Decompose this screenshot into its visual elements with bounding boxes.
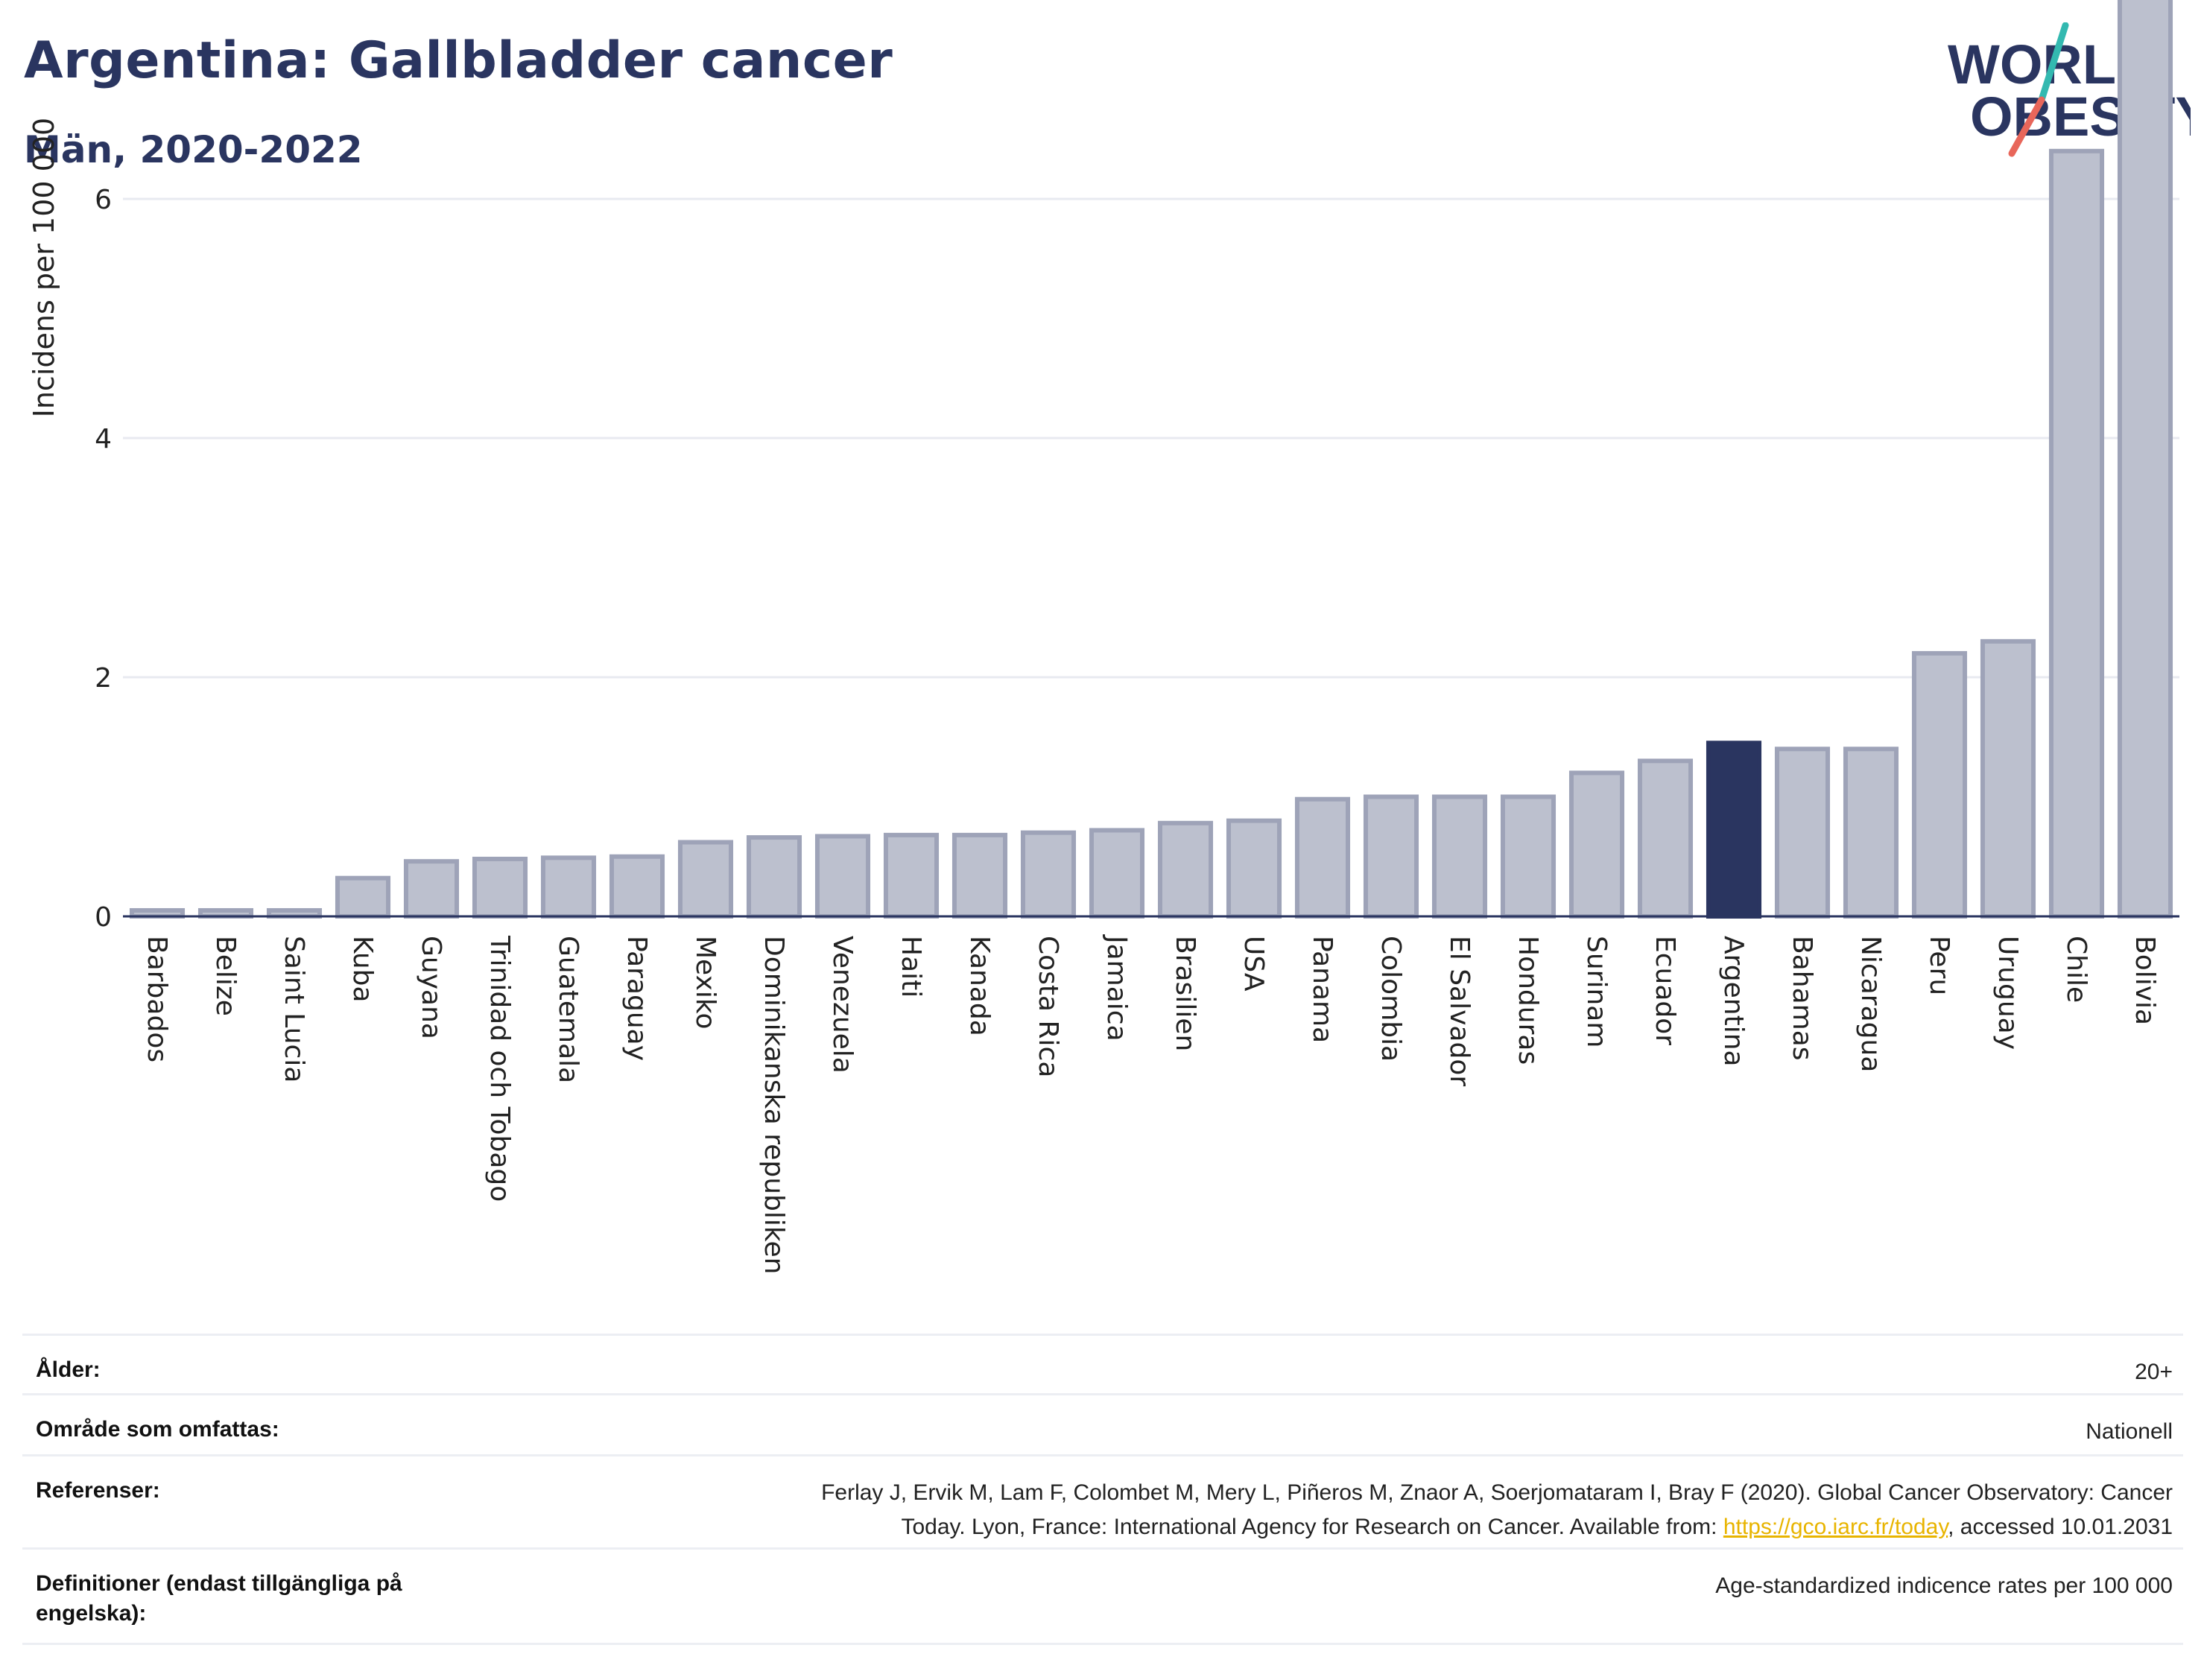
x-tick-label: Jamaica: [1101, 934, 1132, 1042]
x-axis-ticks: Barbados Belize Saint Lucia Kuba Guyana Trini…: [142, 934, 2160, 1274]
bar: [1157, 820, 1214, 919]
x-tick-label: Peru: [1924, 936, 1954, 995]
x-tick-label: USA: [1238, 936, 1269, 992]
bar: [883, 832, 940, 919]
bar: [2048, 148, 2105, 919]
x-tick-label: Belize: [210, 936, 241, 1016]
info-key: Ålder:: [36, 1357, 101, 1382]
info-value: Ferlay J, Ervik M, Lam F, Colombet M, Me…: [608, 1476, 2173, 1544]
x-tick-label: Kanada: [964, 936, 995, 1036]
page-subtitle: Män, 2020-2022: [24, 128, 363, 171]
logo-slash-bottom: [2008, 96, 2045, 157]
x-tick-label: Bolivia: [2129, 936, 2160, 1025]
x-tick-label: El Salvador: [1444, 936, 1475, 1086]
info-value: 20+: [2135, 1360, 2173, 1384]
x-tick-label: Brasilien: [1170, 936, 1200, 1051]
bar: [746, 835, 802, 919]
y-tick-label: 0: [95, 902, 112, 933]
x-tick-label: Colombia: [1375, 936, 1406, 1062]
x-tick-label: Panama: [1307, 936, 1337, 1043]
info-value: Age-standardized indicence rates per 100…: [1715, 1573, 2173, 1598]
bar: [1226, 818, 1282, 919]
bar: [1843, 747, 1899, 919]
logo-slash-top: [2038, 22, 2069, 104]
bar: [472, 856, 528, 919]
x-tick-label: Guatemala: [553, 936, 583, 1083]
x-tick-label: Dominikanska republiken: [759, 936, 789, 1274]
page-title: Argentina: Gallbladder cancer: [24, 31, 893, 90]
x-tick-label: Trinidad och Tobago: [484, 935, 515, 1202]
info-key: Definitioner (endast tillgängliga på eng…: [36, 1571, 402, 1626]
x-tick-label: Uruguay: [1992, 936, 2023, 1050]
bar: [1363, 794, 1419, 919]
info-row-area: Område som omfattas: Nationell: [22, 1393, 2183, 1456]
bar: [814, 834, 871, 919]
info-value: Nationell: [2086, 1419, 2173, 1444]
x-tick-label: Surinam: [1581, 936, 1612, 1047]
bar: [335, 875, 391, 919]
bar: [1774, 747, 1831, 919]
y-tick-label: 4: [95, 424, 112, 454]
x-tick-label: Bahamas: [1787, 936, 1817, 1061]
bar: [1089, 828, 1145, 919]
info-row-definitions: Definitioner (endast tillgängliga på eng…: [22, 1547, 2183, 1645]
info-row-age: Ålder: 20+: [22, 1334, 2183, 1395]
y-tick-label: 6: [95, 185, 112, 215]
info-key: Område som omfattas:: [36, 1417, 279, 1442]
bar: [1431, 794, 1488, 919]
bar: [2117, 0, 2173, 919]
x-tick-label: Ecuador: [1650, 936, 1680, 1045]
bar: [951, 832, 1008, 919]
x-tick-label: Venezuela: [827, 936, 858, 1074]
info-row-references: Referenser: Ferlay J, Ervik M, Lam F, Co…: [22, 1454, 2183, 1550]
x-tick-label: Kuba: [347, 936, 378, 1003]
bar: [1706, 741, 1762, 919]
x-tick-label: Chile: [2061, 936, 2091, 1003]
x-tick-label: Saint Lucia: [279, 936, 309, 1083]
chart-grid: [123, 197, 2179, 679]
bar: [677, 840, 734, 919]
x-tick-label: Nicaragua: [1855, 936, 1886, 1072]
bar: [1294, 796, 1351, 919]
chart-bars: [129, 0, 2173, 919]
x-tick-label: Barbados: [142, 936, 172, 1062]
bar: [1500, 794, 1557, 919]
bar: [609, 854, 665, 919]
x-tick-label: Honduras: [1513, 936, 1543, 1065]
x-tick-label: Costa Rica: [1033, 936, 1063, 1077]
bar: [1911, 650, 1968, 919]
y-tick-label: 2: [95, 663, 112, 694]
reference-line1: Ferlay J, Ervik M, Lam F, Colombet M, Me…: [821, 1480, 2173, 1505]
x-tick-label: Argentina: [1718, 936, 1749, 1067]
bar: [403, 859, 460, 919]
reference-link[interactable]: https://gco.iarc.fr/today: [1723, 1515, 1948, 1539]
x-tick-label: Mexiko: [690, 936, 721, 1029]
reference-line2: Today. Lyon, France: International Agenc…: [901, 1515, 1723, 1539]
x-tick-label: Haiti: [896, 936, 926, 998]
bar: [1020, 830, 1077, 919]
bar: [1637, 758, 1694, 919]
bar: [1980, 638, 2036, 919]
reference-line2-end: , accessed 10.01.2031: [1948, 1515, 2173, 1539]
x-tick-label: Guyana: [416, 936, 446, 1039]
y-axis-label: Incidens per 100 000: [28, 118, 60, 418]
bar: [540, 855, 597, 919]
x-tick-label: Paraguay: [621, 936, 652, 1061]
bar: [1568, 770, 1625, 919]
y-axis-ticks: 0246810: [95, 185, 112, 933]
info-key: Referenser:: [36, 1478, 160, 1503]
